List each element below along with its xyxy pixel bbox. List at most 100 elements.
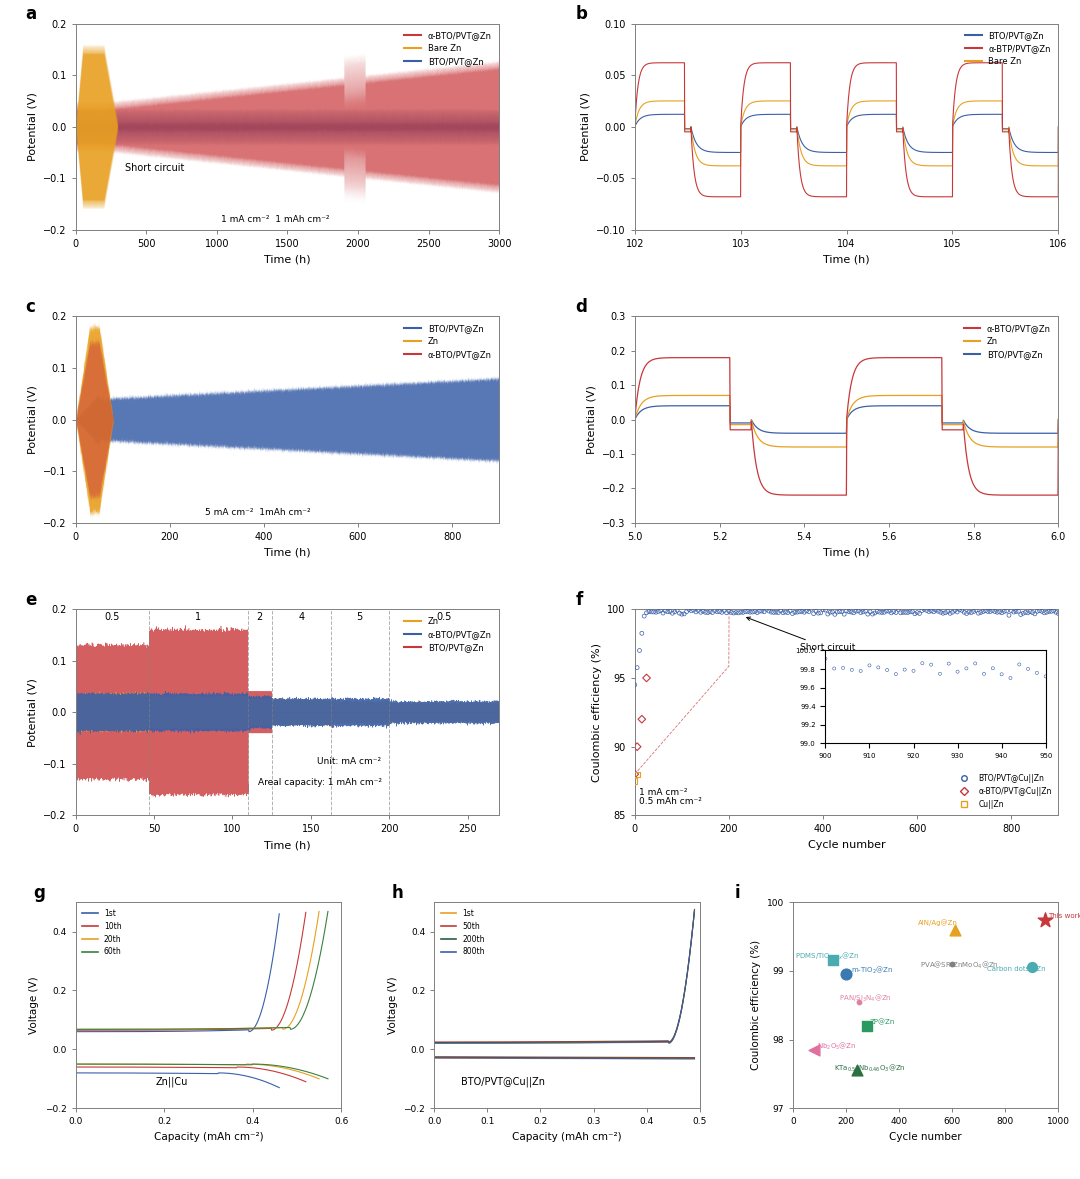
Point [793, 602, 810, 621]
Point [904, 602, 921, 621]
Point [753, 601, 770, 620]
Point [629, 737, 646, 756]
Point [718, 604, 735, 623]
Point [920, 602, 937, 621]
Y-axis label: Potential (V): Potential (V) [27, 678, 38, 746]
Point [661, 602, 678, 621]
Point [638, 604, 656, 623]
Point [837, 964, 854, 983]
Point [760, 601, 778, 620]
Point [984, 601, 1001, 620]
Point [635, 607, 652, 626]
Point [1014, 604, 1031, 623]
Point [673, 605, 690, 624]
Text: Areal capacity: 1 mAh cm⁻²: Areal capacity: 1 mAh cm⁻² [257, 777, 381, 786]
Point [796, 602, 813, 621]
Point [1008, 602, 1025, 621]
Point [1016, 602, 1034, 621]
Point [914, 601, 931, 620]
Point [1020, 604, 1037, 623]
Point [652, 601, 670, 620]
Point [802, 600, 820, 619]
Point [838, 601, 855, 620]
Point [946, 601, 963, 620]
Point [791, 602, 808, 621]
Point [980, 602, 997, 621]
X-axis label: Time (h): Time (h) [265, 547, 311, 558]
Point [645, 602, 662, 621]
Point [1045, 601, 1063, 620]
Text: PAN/Si$_3$N$_4$@Zn: PAN/Si$_3$N$_4$@Zn [839, 993, 892, 1003]
Point [940, 602, 957, 621]
Point [908, 604, 926, 623]
Point [1010, 601, 1027, 620]
Point [756, 602, 773, 621]
Point [1036, 604, 1053, 623]
Legend: 1st, 50th, 200th, 800th: 1st, 50th, 200th, 800th [438, 905, 488, 960]
Point [878, 601, 895, 620]
Point [626, 771, 644, 790]
Point [944, 602, 961, 621]
Point [765, 602, 782, 621]
Point [762, 602, 780, 621]
Point [950, 600, 968, 619]
Legend: Zn, α-BTO/PVT@Zn, BTO/PVT@Zn: Zn, α-BTO/PVT@Zn, BTO/PVT@Zn [401, 613, 495, 656]
Point [1038, 602, 1055, 621]
Point [1057, 601, 1075, 620]
Text: 0.5 mAh cm⁻²: 0.5 mAh cm⁻² [639, 797, 702, 806]
Text: KTa$_{0.54}$Nb$_{0.46}$O$_3$@Zn: KTa$_{0.54}$Nb$_{0.46}$O$_3$@Zn [834, 1062, 906, 1074]
Point [774, 604, 792, 623]
Text: e: e [25, 591, 36, 610]
Point [704, 604, 721, 623]
Point [659, 602, 676, 621]
Point [1040, 602, 1057, 621]
Point [806, 1040, 823, 1059]
Point [902, 602, 919, 621]
Point [1000, 606, 1017, 625]
Point [739, 602, 756, 621]
Point [859, 605, 876, 624]
Point [960, 602, 977, 621]
Point [890, 600, 907, 619]
Text: Carbon dots@Zn: Carbon dots@Zn [987, 966, 1045, 971]
Point [784, 604, 801, 623]
Point [824, 602, 841, 621]
Text: f: f [576, 591, 583, 610]
X-axis label: Time (h): Time (h) [823, 547, 869, 558]
Point [1042, 601, 1059, 620]
X-axis label: Cycle number: Cycle number [889, 1132, 962, 1141]
Text: g: g [33, 884, 45, 902]
Point [840, 602, 858, 621]
Point [948, 602, 966, 621]
Point [956, 602, 973, 621]
Text: BTO/PVT@Cu||Zn: BTO/PVT@Cu||Zn [461, 1076, 544, 1087]
Point [896, 602, 914, 621]
Point [683, 601, 700, 620]
Point [930, 601, 947, 620]
Point [746, 602, 764, 621]
Point [678, 602, 696, 621]
Point [654, 604, 672, 623]
Point [725, 604, 742, 623]
Point [922, 601, 940, 620]
Point [991, 602, 1009, 621]
Point [685, 601, 702, 620]
Point [996, 602, 1013, 621]
Point [768, 602, 785, 621]
Text: c: c [25, 298, 35, 316]
Point [998, 601, 1015, 620]
Point [687, 602, 704, 621]
Point [699, 604, 716, 623]
Point [822, 602, 839, 621]
Point [706, 601, 724, 620]
Point [732, 602, 750, 621]
Text: This work: This work [1048, 913, 1080, 918]
Point [986, 602, 1003, 621]
Point [874, 602, 891, 621]
Point [1054, 602, 1071, 621]
Point [631, 641, 648, 660]
Point [770, 604, 787, 623]
Point [626, 765, 644, 784]
Point [994, 604, 1011, 623]
Point [972, 602, 989, 621]
